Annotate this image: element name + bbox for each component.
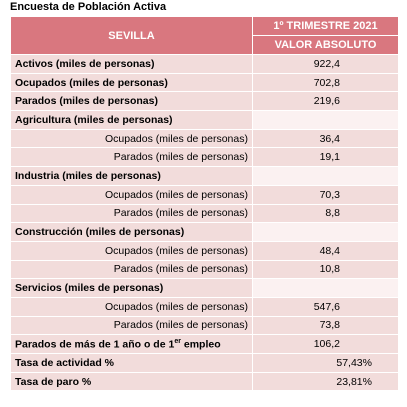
label-text: Tasa de actividad % [15, 356, 115, 369]
row-label: Ocupados (miles de personas) [10, 128, 253, 149]
label-text: Ocupados (miles de personas) [105, 132, 248, 145]
label-text: Parados (miles de personas) [113, 263, 248, 276]
row-value: 922,4 [252, 54, 399, 74]
row-label: Tasa de actividad % [10, 353, 253, 373]
label-text: Ocupados (miles de personas) [105, 244, 248, 257]
header-region: SEVILLA [10, 16, 253, 55]
table-row: Tasa de paro % 23,81% [10, 371, 399, 392]
row-label: Ocupados (miles de personas) [10, 296, 253, 317]
label-text: Ocupados (miles de personas) [15, 76, 168, 89]
label-text: Tasa de paro % [15, 375, 92, 388]
row-label: Activos (miles de personas) [10, 54, 253, 74]
label-text: Parados de más de 1 año o de 1 [15, 338, 175, 351]
row-label: Tasa de paro % [10, 371, 253, 392]
row-value: 23,81% [252, 371, 399, 392]
row-value: 19,1 [252, 147, 399, 168]
row-value [252, 278, 399, 298]
label-text: Ocupados (miles de personas) [105, 300, 248, 313]
row-label: Parados de más de 1 año o de 1er empleo [10, 334, 253, 354]
table-row: Ocupados (miles de personas) 48,4 [10, 240, 399, 261]
label-text: Parados (miles de personas) [113, 207, 248, 220]
label-text: Construcción (miles de personas) [15, 226, 185, 239]
label-text: Servicios (miles de personas) [15, 282, 164, 295]
row-label: Ocupados (miles de personas) [10, 184, 253, 205]
row-label: Construcción (miles de personas) [10, 222, 253, 242]
label-text: Parados (miles de personas) [15, 95, 158, 108]
table-row: Industria (miles de personas) [10, 166, 399, 186]
title: Encuesta de Población Activa [10, 1, 167, 13]
label-sup: er [174, 337, 181, 345]
table-row: Parados (miles de personas) 73,8 [10, 315, 399, 336]
row-value: 48,4 [252, 240, 399, 261]
row-value: 36,4 [252, 128, 399, 149]
row-value [252, 110, 399, 130]
row-value: 219,6 [252, 91, 399, 112]
row-label: Parados (miles de personas) [10, 203, 253, 224]
table-row: Parados (miles de personas) 19,1 [10, 147, 399, 168]
label-text: Industria (miles de personas) [15, 169, 161, 182]
row-value: 106,2 [252, 334, 399, 354]
table-row: Parados de más de 1 año o de 1er empleo 1… [10, 334, 399, 354]
header-measure: VALOR ABSOLUTO [252, 35, 399, 55]
row-label: Ocupados (miles de personas) [10, 72, 253, 93]
table-row: Activos (miles de personas) 922,4 [10, 54, 399, 74]
row-value: 547,6 [252, 296, 399, 317]
table-row: Tasa de actividad % 57,43% [10, 353, 399, 373]
row-label: Industria (miles de personas) [10, 166, 253, 186]
row-label: Parados (miles de personas) [10, 147, 253, 168]
label-end: empleo [180, 338, 221, 351]
row-label: Servicios (miles de personas) [10, 278, 253, 298]
header-period: 1º TRIMESTRE 2021 [252, 16, 399, 36]
row-label: Ocupados (miles de personas) [10, 240, 253, 261]
row-value: 57,43% [252, 353, 399, 373]
table: SEVILLA 1º TRIMESTRE 2021 VALOR ABSOLUTO … [10, 16, 399, 392]
row-value: 8,8 [252, 203, 399, 224]
row-value [252, 222, 399, 242]
row-label: Parados (miles de personas) [10, 315, 253, 336]
table-row: Ocupados (miles de personas) 70,3 [10, 184, 399, 205]
label-text: Ocupados (miles de personas) [105, 188, 248, 201]
row-value [252, 166, 399, 186]
label-text: Parados (miles de personas) [113, 319, 248, 332]
table-row: Agricultura (miles de personas) [10, 110, 399, 130]
table-row: Parados (miles de personas) 10,8 [10, 259, 399, 280]
table-row: Ocupados (miles de personas) 702,8 [10, 72, 399, 93]
row-label: Agricultura (miles de personas) [10, 110, 253, 130]
table-row: Parados (miles de personas) 219,6 [10, 91, 399, 112]
table-row: Ocupados (miles de personas) 547,6 [10, 296, 399, 317]
row-value: 702,8 [252, 72, 399, 93]
table-row: Ocupados (miles de personas) 36,4 [10, 128, 399, 149]
table-row: Servicios (miles de personas) [10, 278, 399, 298]
row-label: Parados (miles de personas) [10, 91, 253, 112]
row-label: Parados (miles de personas) [10, 259, 253, 280]
label-text: Activos (miles de personas) [15, 57, 155, 70]
row-value: 70,3 [252, 184, 399, 205]
row-value: 73,8 [252, 315, 399, 336]
table-row: Parados (miles de personas) 8,8 [10, 203, 399, 224]
row-value: 10,8 [252, 259, 399, 280]
label-text: Parados (miles de personas) [113, 151, 248, 164]
label-text: Agricultura (miles de personas) [15, 113, 173, 126]
table-row: Construcción (miles de personas) [10, 222, 399, 242]
